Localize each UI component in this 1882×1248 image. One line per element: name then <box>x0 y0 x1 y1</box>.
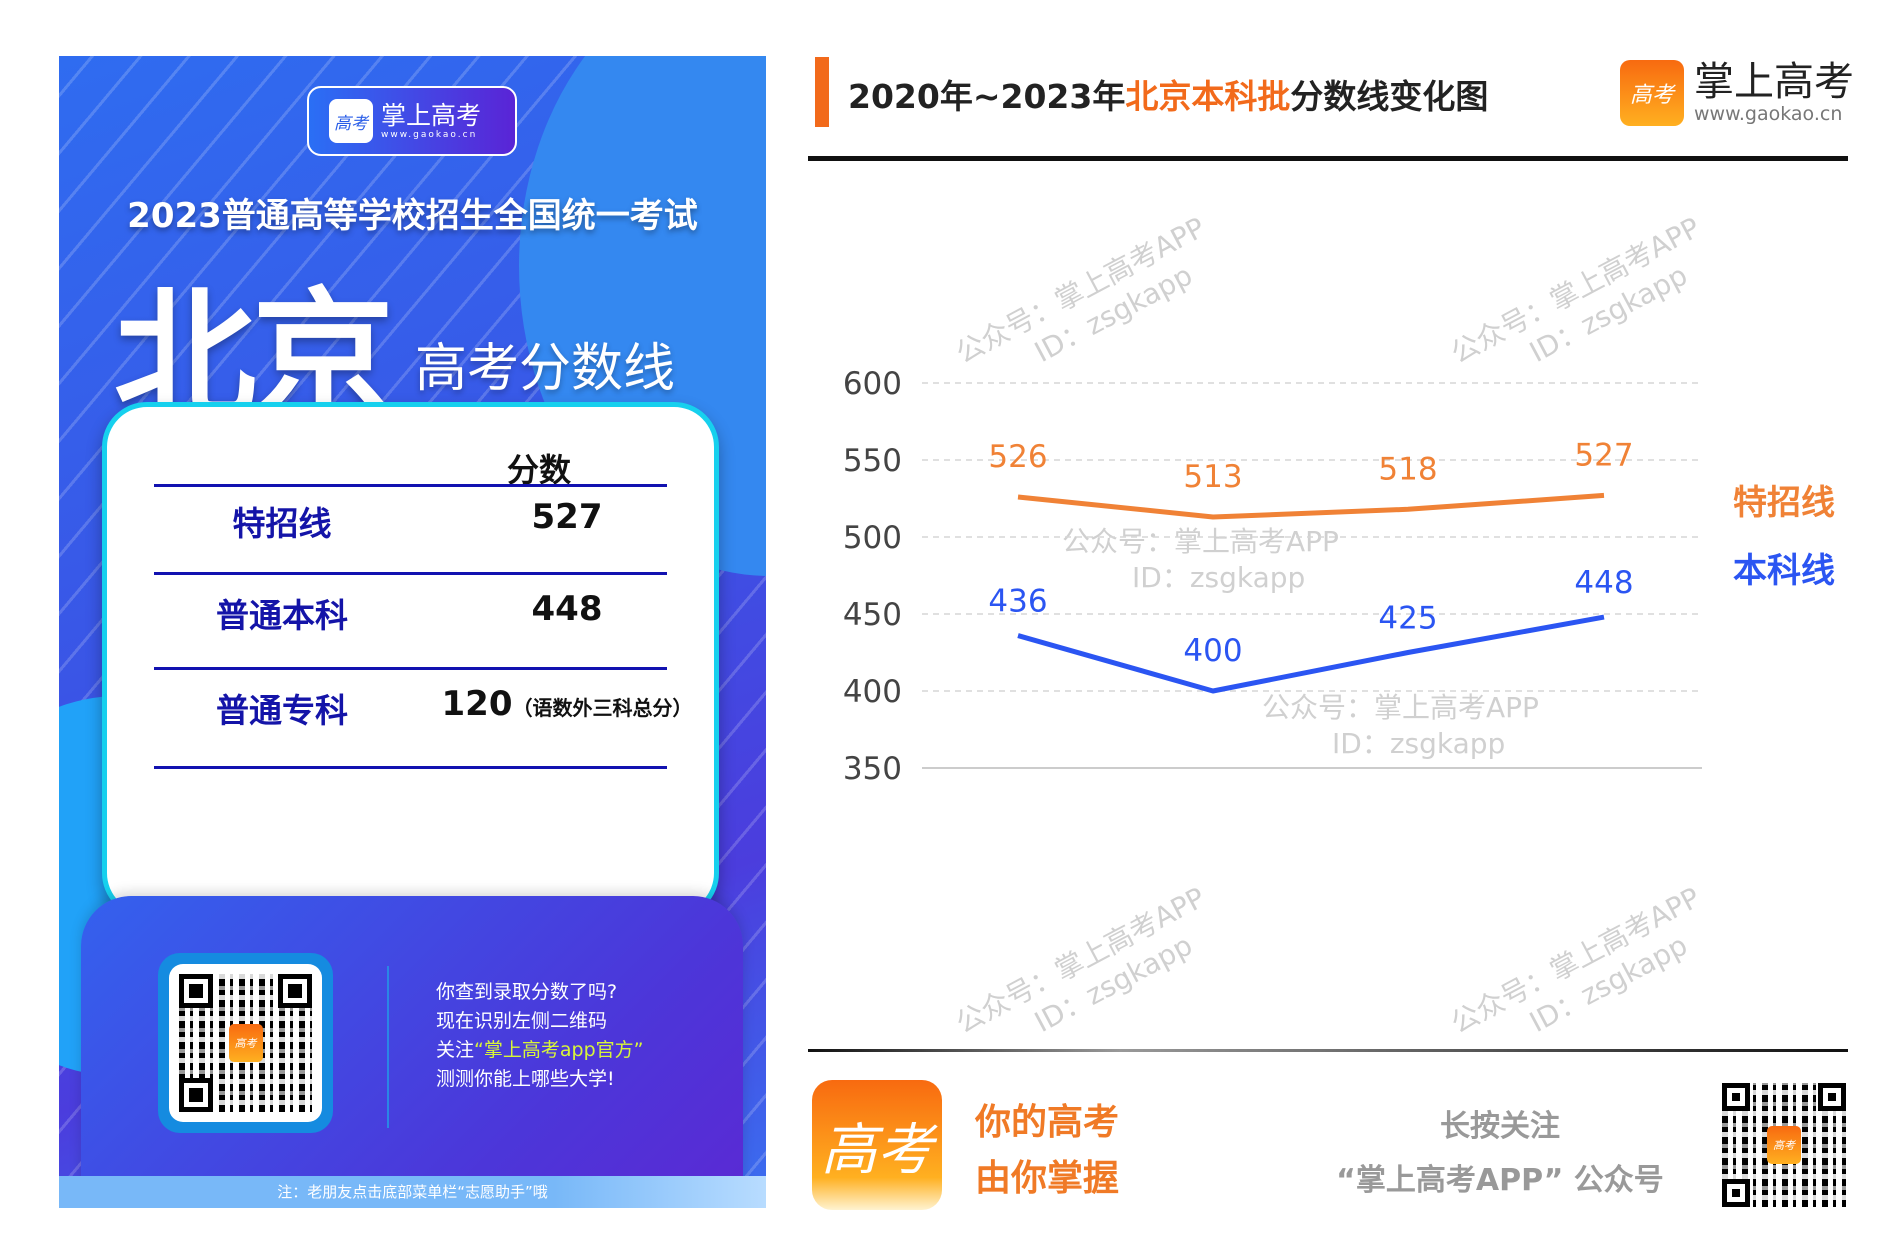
watermark: 公众号：掌上高考APP ID：zsgkapp <box>1445 880 1723 1074</box>
watermark-line: ID：zsgkapp <box>1132 561 1306 594</box>
y-tick-label: 450 <box>843 597 902 633</box>
brand-name: 掌上高考 <box>381 101 482 130</box>
promo-prefix: 关注 <box>436 1039 475 1061</box>
row-label: 特招线 <box>232 504 332 543</box>
poster-subtitle: 2023普通高等学校招生全国统一考试 <box>127 196 698 236</box>
promo-line: 现在识别左侧二维码 <box>436 1010 608 1032</box>
promo-line: 你查到录取分数了吗? <box>436 981 618 1003</box>
data-label: 400 <box>1183 633 1242 669</box>
data-label: 513 <box>1183 459 1242 495</box>
data-label: 448 <box>1574 565 1633 601</box>
title-suffix: 分数线变化图 <box>1290 77 1489 116</box>
watermark-line: 公众号：掌上高考APP <box>1262 691 1539 724</box>
divider <box>387 966 389 1128</box>
y-tick-label: 550 <box>843 443 902 479</box>
brand-url: www.gaokao.cn <box>1694 103 1843 125</box>
y-tick-label: 500 <box>843 520 902 556</box>
promo-box: 高考 你查到录取分数了吗? 现在识别左侧二维码 关注“掌上高考app官方” 测测… <box>81 896 743 1196</box>
promo-line: 关注“掌上高考app官方” <box>436 1036 643 1065</box>
row-value: 527 <box>531 497 603 537</box>
watermark: 公众号：掌上高考APP ID：zsgkapp <box>1062 524 1339 596</box>
row-label: 普通专科 <box>216 691 348 730</box>
poster-title: 高考分数线 <box>415 339 676 399</box>
title-highlight: 北京本科批 <box>1125 77 1291 116</box>
series-line-1 <box>1017 614 1605 694</box>
row-value: 448 <box>531 589 603 629</box>
divider <box>154 766 667 769</box>
score-table: 分数 特招线 527 普通本科 448 普通专科 120（语数外三科总分） <box>102 402 719 918</box>
x-tick-label: 2022 <box>1369 786 1448 790</box>
gaokao-logo-icon: 高考 <box>329 99 373 143</box>
slogan-line: 由你掌握 <box>975 1158 1120 1199</box>
gaokao-logo-icon: 高考 <box>1767 1126 1801 1164</box>
divider <box>154 484 667 487</box>
data-label: 436 <box>988 584 1047 620</box>
watermark: 公众号：掌上高考APP ID：zsgkapp <box>950 880 1228 1074</box>
follow-line: “掌上高考APP” 公众号 <box>1336 1163 1664 1198</box>
poster-note: 注：老朋友点击底部菜单栏“志愿助手”哦 <box>59 1176 766 1208</box>
y-tick-label: 600 <box>843 366 902 402</box>
series-line-0 <box>1017 492 1605 520</box>
promo-text: 你查到录取分数了吗? 现在识别左侧二维码 关注“掌上高考app官方” 测测你能上… <box>436 978 643 1094</box>
promo-highlight: “掌上高考app官方” <box>474 1039 644 1061</box>
watermark-line: ID：zsgkapp <box>1332 727 1506 760</box>
promo-line: 测测你能上哪些大学! <box>436 1068 615 1090</box>
value: 120 <box>441 684 513 724</box>
gaokao-logo-icon: 高考 <box>1620 60 1684 126</box>
gaokao-app-icon: 高考 <box>812 1080 942 1210</box>
brand-name: 掌上高考 <box>1694 59 1854 105</box>
gaokao-logo-icon: 高考 <box>228 1024 263 1062</box>
poster: 高考 掌上高考 www.gaokao.cn 2023普通高等学校招生全国统一考试 … <box>59 56 766 1208</box>
x-tick-label: 2020 <box>979 786 1058 790</box>
data-label: 527 <box>1574 437 1633 473</box>
watermark-line: 公众号：掌上高考APP <box>1062 525 1339 558</box>
legend-item: 特招线 <box>1733 483 1835 523</box>
y-tick-label: 350 <box>843 751 902 787</box>
chart-title: 2020年~2023年北京本科批分数线变化图 <box>848 70 1488 118</box>
footer-qr-code[interactable]: 高考 <box>1722 1083 1846 1207</box>
data-label: 518 <box>1378 451 1437 487</box>
y-tick-label: 400 <box>843 674 902 710</box>
row-label: 普通本科 <box>216 596 348 635</box>
value-note: （语数外三科总分） <box>512 696 693 720</box>
data-label: 425 <box>1378 601 1437 637</box>
row-value: 120（语数外三科总分） <box>417 684 717 724</box>
divider <box>808 1049 1848 1052</box>
slogan: 你的高考 由你掌握 <box>975 1095 1119 1207</box>
divider <box>808 156 1848 161</box>
brand-logo: 高考 掌上高考 www.gaokao.cn <box>1620 60 1854 126</box>
follow-line: 长按关注 <box>1440 1109 1560 1144</box>
data-label: 526 <box>988 439 1047 475</box>
x-tick-label: 2023 <box>1565 786 1644 790</box>
divider <box>154 667 667 670</box>
follow-text: 长按关注 “掌上高考APP” 公众号 <box>1300 1100 1700 1208</box>
brand-logo: 高考 掌上高考 www.gaokao.cn <box>307 86 517 156</box>
brand-url: www.gaokao.cn <box>381 130 478 140</box>
qr-code[interactable]: 高考 <box>158 953 333 1133</box>
title-accent-bar <box>815 57 829 127</box>
slogan-line: 你的高考 <box>975 1102 1120 1143</box>
divider <box>154 572 667 575</box>
watermark: 公众号：掌上高考APP ID：zsgkapp <box>1262 690 1539 762</box>
title-prefix: 2020年~2023年 <box>848 77 1126 116</box>
table-header: 分数 <box>507 451 572 489</box>
legend-item: 本科线 <box>1733 551 1835 591</box>
x-tick-label: 2021 <box>1174 786 1253 790</box>
line-chart: 350 400 450 500 550 600 2020 2021 2022 2023 526 513… <box>843 366 1702 790</box>
